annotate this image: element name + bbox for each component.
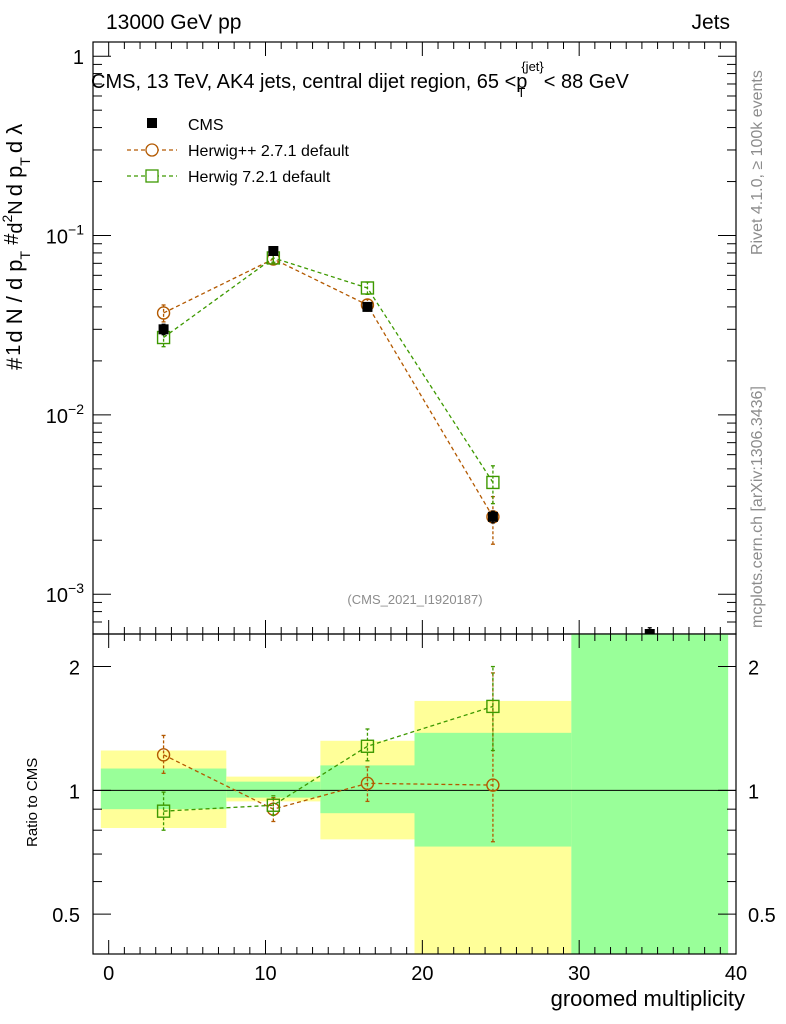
legend: CMS Herwig++ 2.7.1 default Herwig 7.2.1 … xyxy=(127,117,350,186)
ratio-ytick-label-left-0: 0.5 xyxy=(52,905,80,927)
xtick-label-0: 0 xyxy=(103,963,114,985)
main-panel: 1 10−1 10−2 10−3 (CMS_2021_I1920187) xyxy=(46,41,737,639)
point-0-1 xyxy=(268,245,279,256)
legend-label-herwig7: Herwig 7.2.1 default xyxy=(188,169,331,186)
ratio-ytick-label-right-1: 1 xyxy=(748,781,759,803)
side-label-top: Rivet 4.1.0, ≥ 100k events xyxy=(749,70,766,255)
ratio-frame xyxy=(92,633,737,955)
ratio-ticks xyxy=(92,634,737,955)
legend-entry-herwig7: Herwig 7.2.1 default xyxy=(127,169,331,186)
band-green-4 xyxy=(571,634,729,954)
ratio-ytick-label-right-2: 2 xyxy=(748,658,759,680)
ratio-ylabel: Ratio to CMS xyxy=(24,758,41,847)
ytick-label-2: 10−2 xyxy=(46,401,84,428)
ratio-line-0 xyxy=(163,754,493,810)
main-yaxis-label: #1d N / d pT #d2Nd pTd λ xyxy=(0,124,33,370)
ratio-point-0-0 xyxy=(156,748,171,762)
ratio-series-1 xyxy=(156,665,500,831)
header-right: Jets xyxy=(691,11,730,34)
ratio-point-1-1 xyxy=(266,798,281,812)
ratio-point-1-3 xyxy=(486,699,500,714)
main-ticks xyxy=(92,42,737,635)
legend-marker-cms xyxy=(147,118,157,128)
side-label-bottom: mcplots.cern.ch [arXiv:1306.3436] xyxy=(749,386,766,628)
ratio-yticklabels: 0.5 0.5 1 1 2 2 xyxy=(52,658,776,928)
ratio-ytick-label-left-1: 1 xyxy=(69,781,80,803)
point-0-0 xyxy=(158,324,169,335)
ytick-label-3: 10−3 xyxy=(46,580,84,607)
point-0-3 xyxy=(487,511,498,522)
series-line-1 xyxy=(163,258,494,518)
xtick-label-1: 10 xyxy=(254,963,276,985)
band-green-1 xyxy=(226,781,321,798)
legend-entry-herwigpp: Herwig++ 2.7.1 default xyxy=(127,143,350,160)
ratio-point-1-2 xyxy=(360,739,375,753)
xtick-label-2: 20 xyxy=(411,963,433,985)
ratio-ytick-label-right-0: 0.5 xyxy=(748,905,776,927)
ratio-bands xyxy=(100,634,729,954)
legend-entry-cms: CMS xyxy=(147,117,224,134)
point-0-2 xyxy=(362,301,373,312)
xtick-label-3: 30 xyxy=(568,963,590,985)
ratio-panel: 0.5 0.5 1 1 2 2 0 10 20 30 40 Ratio to CMS groome… xyxy=(24,633,776,1011)
xtick-label-4: 40 xyxy=(725,963,747,985)
main-title: CMS, 13 TeV, AK4 jets, central dijet reg… xyxy=(91,59,629,100)
ratio-point-0-2 xyxy=(360,776,375,791)
series-1 xyxy=(156,252,500,545)
xticklabels: 0 10 20 30 40 xyxy=(103,963,747,985)
xaxis-label: groomed multiplicity xyxy=(551,986,745,1011)
legend-marker-herwig7 xyxy=(145,169,159,183)
series-0 xyxy=(158,245,655,639)
ratio-ytick-label-left-2: 2 xyxy=(69,658,80,680)
series-line-2 xyxy=(163,257,494,483)
header-left: 13000 GeV pp xyxy=(106,11,241,34)
ytick-label-1: 10−1 xyxy=(46,222,84,249)
point-1-0 xyxy=(156,306,171,320)
point-2-2 xyxy=(360,281,375,295)
legend-marker-herwigpp xyxy=(145,143,159,157)
main-yticklabels: 1 10−1 10−2 10−3 xyxy=(46,47,84,607)
legend-label-cms: CMS xyxy=(188,117,224,134)
legend-label-herwigpp: Herwig++ 2.7.1 default xyxy=(188,143,350,160)
series-2 xyxy=(156,251,500,505)
point-2-3 xyxy=(486,475,500,490)
ratio-point-0-3 xyxy=(486,778,500,792)
annotation: (CMS_2021_I1920187) xyxy=(347,592,482,607)
ratio-point-1-0 xyxy=(156,804,171,818)
ytick-label-0: 1 xyxy=(73,47,84,69)
